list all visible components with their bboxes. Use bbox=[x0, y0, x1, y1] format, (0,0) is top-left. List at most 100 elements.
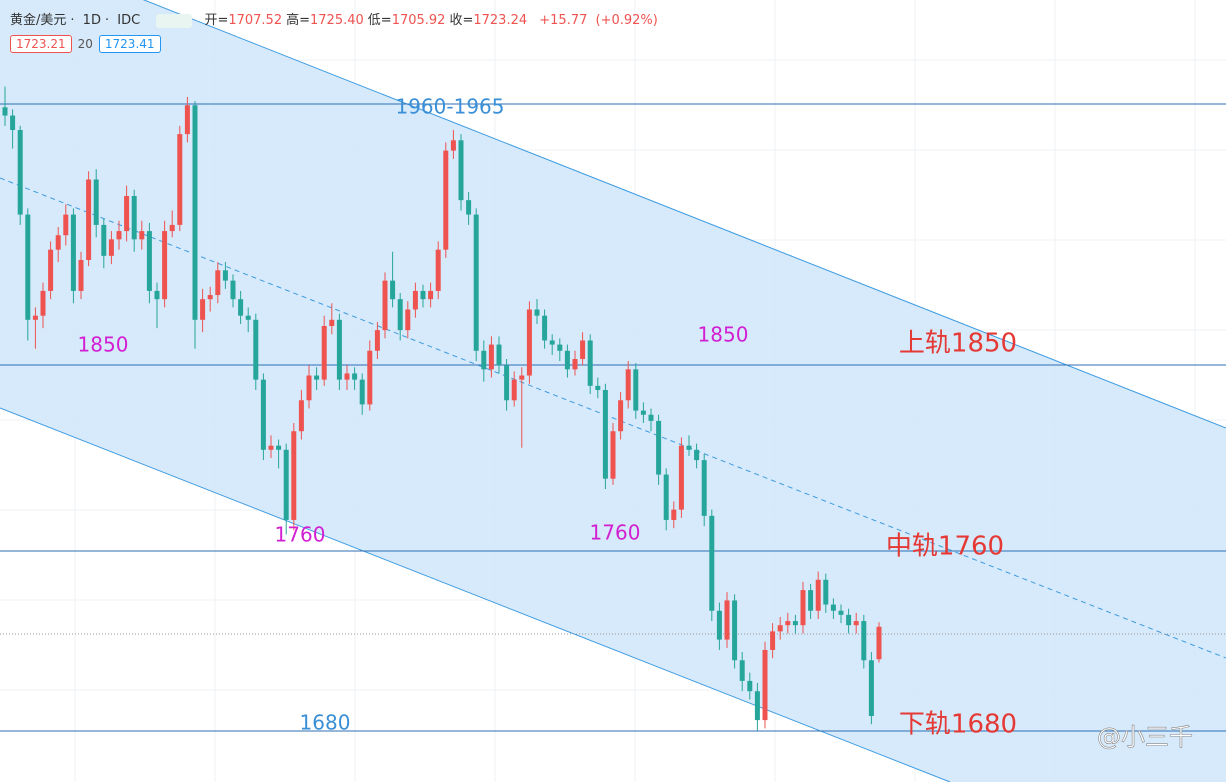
body bbox=[785, 621, 791, 626]
body bbox=[291, 431, 297, 520]
body bbox=[853, 621, 859, 626]
annotation: 1680 bbox=[300, 711, 351, 735]
body bbox=[838, 610, 844, 615]
body bbox=[374, 330, 380, 351]
body bbox=[466, 200, 472, 215]
body bbox=[40, 290, 46, 316]
body bbox=[169, 224, 175, 232]
body bbox=[504, 365, 510, 401]
interval: 1D bbox=[82, 13, 101, 28]
body bbox=[116, 231, 122, 240]
legend-value: 1705.92 bbox=[391, 13, 446, 28]
legend-value: 1723.24 bbox=[473, 13, 528, 28]
body bbox=[625, 369, 631, 401]
body bbox=[739, 660, 745, 681]
body bbox=[382, 280, 388, 331]
body bbox=[215, 270, 221, 296]
body bbox=[131, 196, 137, 240]
body bbox=[245, 315, 251, 320]
body bbox=[564, 350, 570, 370]
body bbox=[192, 105, 198, 320]
body bbox=[55, 235, 61, 250]
body bbox=[716, 610, 722, 640]
body bbox=[519, 375, 525, 380]
body bbox=[777, 625, 783, 632]
legend-value: 1707.52 bbox=[228, 13, 283, 28]
body bbox=[823, 579, 829, 605]
body bbox=[25, 214, 31, 320]
body bbox=[428, 290, 434, 300]
watermark: @小三千 bbox=[1097, 723, 1193, 751]
body bbox=[306, 375, 312, 401]
change: +15.77 bbox=[539, 13, 588, 28]
body bbox=[618, 400, 624, 432]
body bbox=[549, 340, 555, 345]
legend-label: 高= bbox=[286, 13, 311, 28]
ask-badge[interactable]: 1723.41 bbox=[98, 35, 161, 53]
body bbox=[17, 129, 23, 215]
body bbox=[808, 590, 814, 611]
body bbox=[701, 460, 707, 516]
body bbox=[747, 680, 753, 692]
body bbox=[754, 691, 760, 721]
candles bbox=[2, 86, 882, 731]
body bbox=[93, 179, 99, 225]
body bbox=[671, 509, 677, 520]
body bbox=[732, 600, 738, 661]
body bbox=[48, 249, 54, 291]
body bbox=[420, 290, 426, 300]
status-icons[interactable] bbox=[156, 13, 193, 28]
body bbox=[648, 414, 654, 421]
body bbox=[70, 214, 76, 291]
body bbox=[640, 410, 646, 415]
body bbox=[329, 319, 335, 327]
body bbox=[390, 280, 396, 300]
body bbox=[656, 420, 662, 475]
body bbox=[443, 150, 449, 250]
body bbox=[352, 373, 358, 380]
spread: 20 bbox=[77, 37, 93, 51]
bid-badge[interactable]: 1723.21 bbox=[10, 35, 72, 53]
levels bbox=[0, 103, 1226, 732]
body bbox=[663, 474, 669, 520]
body bbox=[101, 224, 107, 256]
legend-label: 低= bbox=[367, 13, 392, 28]
body bbox=[861, 621, 867, 661]
body bbox=[450, 140, 456, 151]
body bbox=[276, 445, 282, 450]
body bbox=[405, 309, 411, 331]
body bbox=[694, 449, 700, 461]
body bbox=[762, 649, 768, 721]
body bbox=[86, 179, 92, 260]
body bbox=[344, 373, 350, 380]
body bbox=[587, 340, 593, 386]
body bbox=[511, 379, 517, 401]
lower-rail bbox=[0, 407, 951, 782]
body bbox=[32, 315, 38, 320]
body bbox=[108, 239, 114, 256]
header: 黄金/美元 · 1D · IDC 开=1707.52 高=1725.40 低=1705.… bbox=[10, 13, 658, 28]
body bbox=[815, 579, 821, 611]
body bbox=[633, 369, 639, 411]
body bbox=[724, 600, 730, 640]
body bbox=[184, 105, 190, 135]
body bbox=[770, 631, 776, 650]
body bbox=[78, 259, 84, 291]
body bbox=[238, 299, 244, 316]
body bbox=[207, 295, 213, 300]
annotation: 1850 bbox=[698, 323, 749, 347]
body bbox=[526, 309, 532, 376]
source: IDC bbox=[117, 13, 141, 28]
body bbox=[321, 326, 327, 380]
body bbox=[542, 315, 548, 341]
annotation: 中轨1760 bbox=[886, 532, 1004, 562]
body bbox=[686, 445, 692, 450]
body bbox=[792, 621, 798, 626]
body bbox=[580, 340, 586, 360]
body bbox=[412, 290, 418, 310]
body bbox=[177, 134, 183, 225]
body bbox=[162, 231, 168, 300]
body bbox=[488, 344, 494, 370]
body bbox=[846, 614, 852, 626]
